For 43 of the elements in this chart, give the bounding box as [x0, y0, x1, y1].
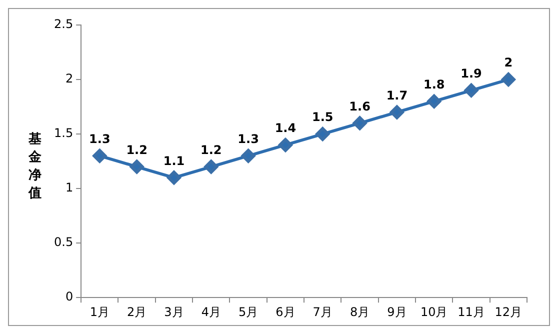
point	[241, 148, 256, 163]
x-tick-label: 2月	[127, 304, 147, 319]
x-tick-label: 3月	[164, 304, 184, 319]
x-tick-label: 9月	[387, 304, 407, 319]
y-axis-title: 基金净值	[27, 131, 42, 203]
point	[427, 94, 442, 108]
data-label: 1.3	[238, 132, 259, 146]
point	[92, 148, 107, 163]
y-tick-label: 1	[65, 180, 74, 195]
y-tick-label: 2	[65, 72, 74, 86]
point	[390, 105, 404, 120]
y-tick-label: 0.5	[54, 235, 74, 250]
point	[352, 116, 367, 130]
x-tick-label: 10月	[420, 304, 448, 319]
y-tick-label: 2.5	[54, 17, 74, 32]
data-label: 1.8	[423, 77, 445, 92]
point	[501, 72, 516, 87]
x-tick-label: 5月	[238, 304, 258, 319]
x-tick-label: 11月	[458, 304, 485, 319]
y-tick-label: 0	[65, 290, 74, 304]
data-label: 1.3	[89, 132, 110, 146]
point	[278, 138, 292, 152]
data-label: 1.1	[163, 154, 185, 168]
data-label: 2	[504, 56, 513, 70]
x-tick-label: 1月	[90, 304, 110, 319]
x-tick-label: 6月	[276, 304, 296, 319]
point	[130, 160, 144, 174]
data-label: 1.7	[386, 88, 408, 102]
point	[316, 127, 330, 142]
data-label: 1.9	[460, 66, 482, 81]
x-tick-label: 7月	[312, 304, 332, 319]
x-tick-label: 8月	[350, 304, 370, 319]
data-label: 1.2	[200, 142, 222, 157]
data-label: 1.5	[312, 110, 334, 124]
point	[166, 170, 181, 185]
x-tick-label: 12月	[494, 304, 522, 319]
y-tick-label: 1.5	[54, 126, 74, 140]
point	[204, 160, 218, 174]
x-tick-label: 4月	[201, 304, 221, 319]
data-label: 1.4	[274, 121, 296, 136]
data-label: 1.2	[126, 142, 148, 157]
data-label: 1.6	[349, 99, 370, 114]
point	[464, 83, 478, 98]
